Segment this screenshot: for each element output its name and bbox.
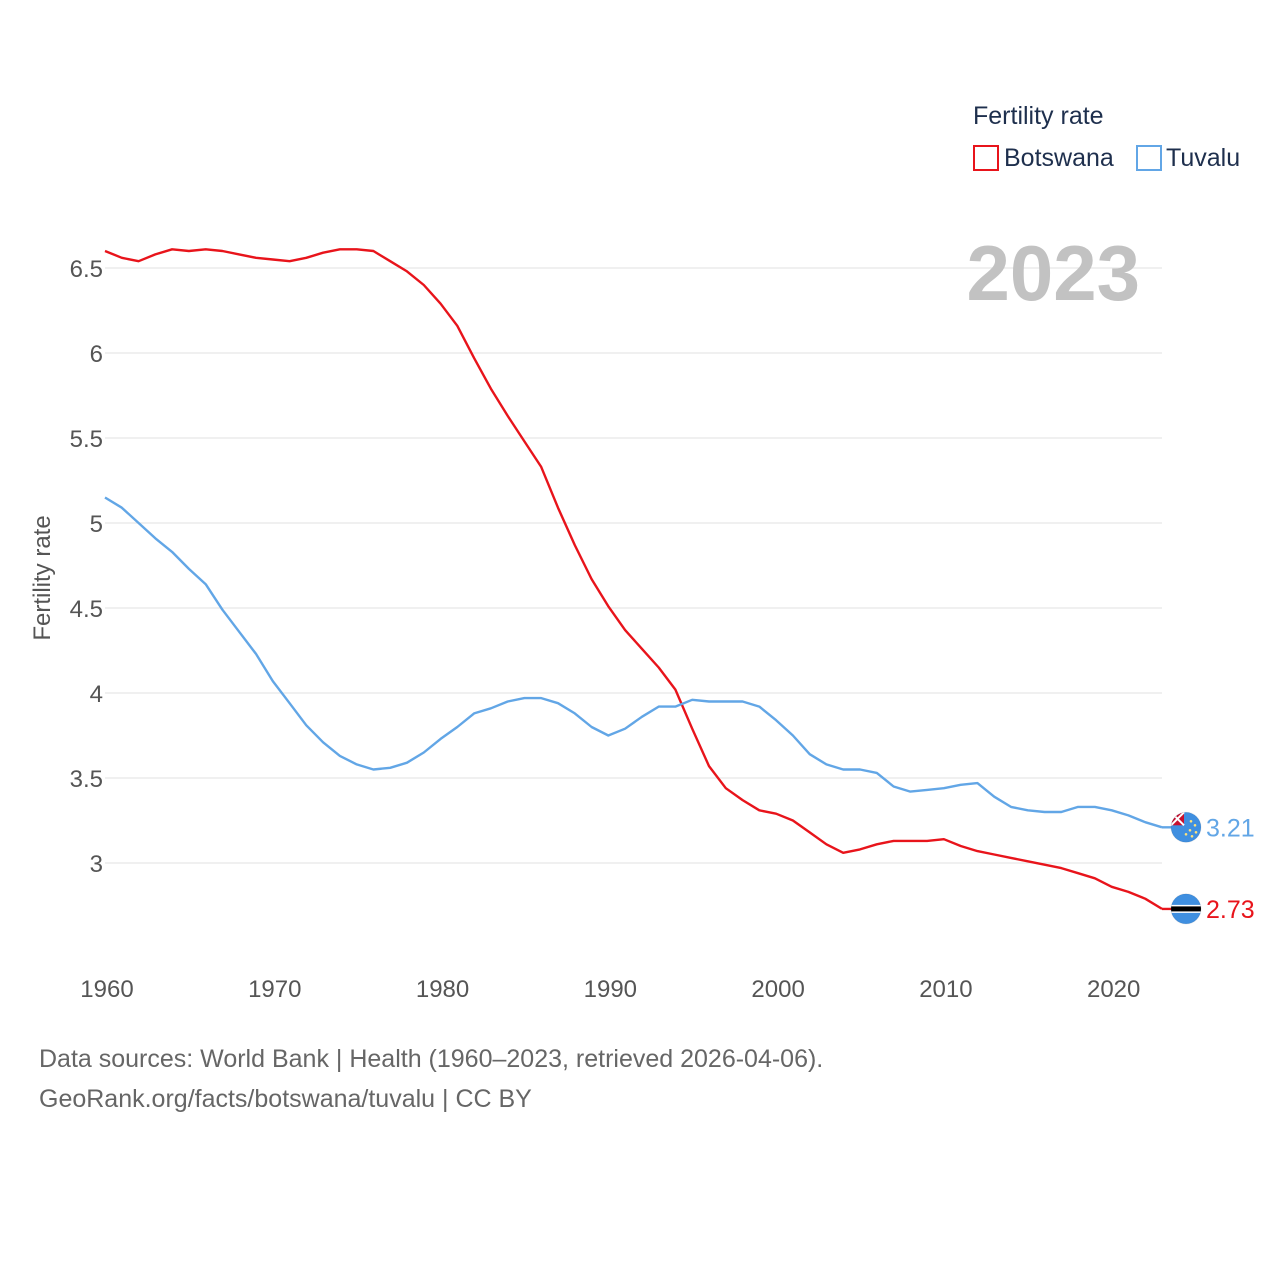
x-tick-label: 1960 <box>80 976 133 1003</box>
y-tick-label: 4 <box>90 681 103 708</box>
x-tick-label: 2010 <box>919 976 972 1003</box>
flag-tuvalu-icon <box>1170 811 1202 843</box>
legend-swatch-tuvalu <box>1136 145 1162 171</box>
x-tick-label: 1970 <box>248 976 301 1003</box>
series-line-tuvalu[interactable] <box>104 496 1163 829</box>
y-tick-label: 5 <box>90 511 103 538</box>
legend-label-tuvalu: Tuvalu <box>1166 144 1240 172</box>
x-tick-label: 2000 <box>751 976 804 1003</box>
x-tick-label: 1980 <box>416 976 469 1003</box>
y-tick-label: 6 <box>90 341 103 368</box>
x-tick-label: 2020 <box>1087 976 1140 1003</box>
legend-title: Fertility rate <box>973 102 1104 130</box>
legend-label-botswana: Botswana <box>1004 144 1114 172</box>
series-lines <box>104 248 1186 911</box>
end-label-botswana: 2.73 <box>1206 896 1255 924</box>
fertility-chart: 3 3.5 4 4.5 5 5.5 6 6.5 1960 1970 1980 1990 2000 201… <box>29 102 1255 1003</box>
end-markers: 2.73 3.21 <box>1170 811 1255 925</box>
y-tick-label: 3 <box>90 851 103 878</box>
end-label-tuvalu: 3.21 <box>1206 814 1255 842</box>
y-tick-label: 5.5 <box>70 426 103 453</box>
year-display: 2023 <box>966 229 1140 317</box>
x-axis-ticks: 1960 1970 1980 1990 2000 2010 2020 <box>80 976 1140 1003</box>
y-tick-label: 4.5 <box>70 596 103 623</box>
legend-item-botswana[interactable]: Botswana <box>973 144 1114 172</box>
legend-item-tuvalu[interactable]: Tuvalu <box>1136 144 1240 172</box>
y-tick-label: 3.5 <box>70 766 103 793</box>
y-axis-ticks: 3 3.5 4 4.5 5 5.5 6 6.5 <box>70 256 103 878</box>
attribution-text: GeoRank.org/facts/botswana/tuvalu | CC B… <box>39 1085 532 1113</box>
gridlines <box>105 267 1162 864</box>
y-tick-label: 6.5 <box>70 256 103 283</box>
data-sources-text: Data sources: World Bank | Health (1960–… <box>39 1045 824 1073</box>
legend-swatch-botswana <box>973 145 999 171</box>
x-tick-label: 1990 <box>584 976 637 1003</box>
flag-botswana-icon <box>1170 893 1202 925</box>
legend: Fertility rate Botswana Tuvalu <box>973 102 1240 172</box>
y-axis-title: Fertility rate <box>29 515 56 640</box>
series-line-botswana[interactable] <box>104 248 1163 910</box>
